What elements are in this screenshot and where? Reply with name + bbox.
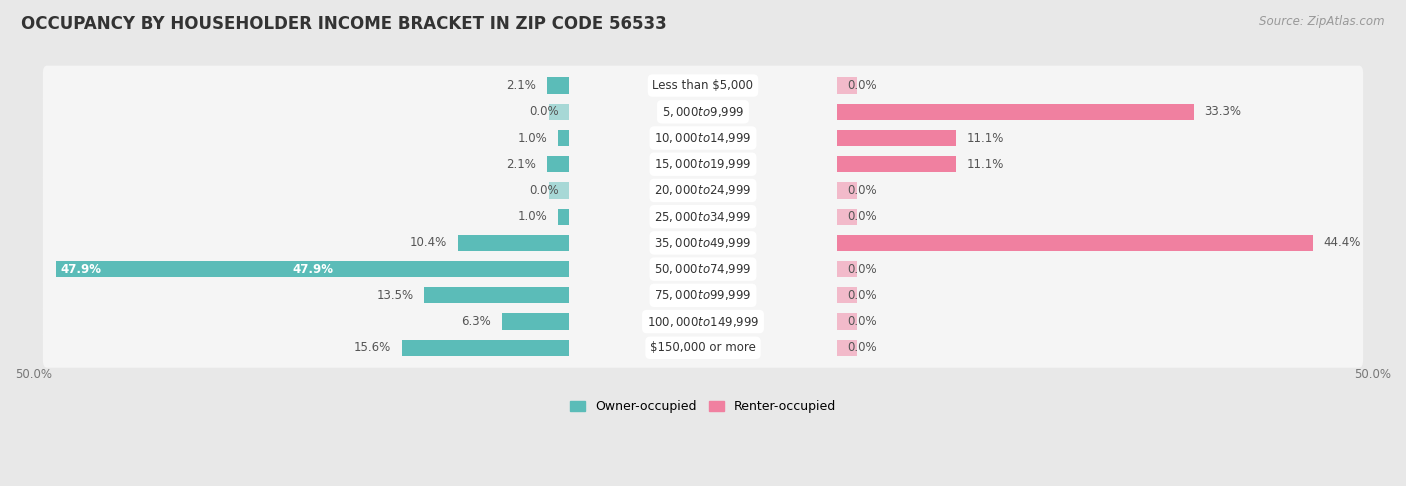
Text: 2.1%: 2.1% [506, 158, 536, 171]
Text: $5,000 to $9,999: $5,000 to $9,999 [662, 105, 744, 119]
Text: 0.0%: 0.0% [529, 105, 558, 118]
Text: $150,000 or more: $150,000 or more [650, 341, 756, 354]
Text: 33.3%: 33.3% [1205, 105, 1241, 118]
Bar [548, 182, 569, 199]
Bar [837, 77, 858, 94]
Text: $35,000 to $49,999: $35,000 to $49,999 [654, 236, 752, 250]
Text: $25,000 to $34,999: $25,000 to $34,999 [654, 209, 752, 224]
Bar [837, 208, 858, 225]
Bar [837, 104, 1194, 120]
Text: 11.1%: 11.1% [966, 132, 1004, 144]
Text: $50,000 to $74,999: $50,000 to $74,999 [654, 262, 752, 276]
Bar [837, 182, 858, 199]
Bar [837, 313, 858, 330]
Text: 0.0%: 0.0% [848, 210, 877, 223]
Bar [558, 208, 569, 225]
Text: 0.0%: 0.0% [848, 184, 877, 197]
Text: $20,000 to $24,999: $20,000 to $24,999 [654, 183, 752, 197]
Text: 0.0%: 0.0% [848, 289, 877, 302]
FancyBboxPatch shape [42, 66, 1364, 105]
FancyBboxPatch shape [42, 197, 1364, 237]
Text: 1.0%: 1.0% [517, 132, 548, 144]
FancyBboxPatch shape [42, 92, 1364, 132]
Text: 0.0%: 0.0% [848, 262, 877, 276]
Bar [425, 287, 569, 303]
FancyBboxPatch shape [42, 249, 1364, 289]
Text: 6.3%: 6.3% [461, 315, 491, 328]
Legend: Owner-occupied, Renter-occupied: Owner-occupied, Renter-occupied [565, 395, 841, 418]
Text: 1.0%: 1.0% [517, 210, 548, 223]
Bar [837, 287, 858, 303]
Text: $75,000 to $99,999: $75,000 to $99,999 [654, 288, 752, 302]
Bar [547, 156, 569, 173]
Bar [837, 235, 1313, 251]
Text: 10.4%: 10.4% [409, 236, 447, 249]
Text: 0.0%: 0.0% [848, 341, 877, 354]
Text: 2.1%: 2.1% [506, 79, 536, 92]
FancyBboxPatch shape [42, 171, 1364, 210]
FancyBboxPatch shape [42, 276, 1364, 315]
Bar [837, 261, 858, 277]
Bar [558, 130, 569, 146]
Text: 44.4%: 44.4% [1323, 236, 1361, 249]
Bar [837, 130, 956, 146]
Bar [402, 340, 569, 356]
Text: 0.0%: 0.0% [848, 79, 877, 92]
Text: 0.0%: 0.0% [848, 315, 877, 328]
Bar [548, 104, 569, 120]
Text: 15.6%: 15.6% [354, 341, 391, 354]
FancyBboxPatch shape [42, 302, 1364, 342]
FancyBboxPatch shape [42, 223, 1364, 263]
Text: 13.5%: 13.5% [377, 289, 413, 302]
Bar [837, 156, 956, 173]
FancyBboxPatch shape [42, 328, 1364, 368]
Bar [56, 261, 569, 277]
Text: OCCUPANCY BY HOUSEHOLDER INCOME BRACKET IN ZIP CODE 56533: OCCUPANCY BY HOUSEHOLDER INCOME BRACKET … [21, 15, 666, 33]
FancyBboxPatch shape [42, 144, 1364, 184]
FancyBboxPatch shape [42, 118, 1364, 158]
Text: $100,000 to $149,999: $100,000 to $149,999 [647, 314, 759, 329]
Text: 47.9%: 47.9% [60, 262, 101, 276]
Text: 11.1%: 11.1% [966, 158, 1004, 171]
Bar [547, 77, 569, 94]
Text: Less than $5,000: Less than $5,000 [652, 79, 754, 92]
Text: $15,000 to $19,999: $15,000 to $19,999 [654, 157, 752, 171]
Bar [837, 340, 858, 356]
Bar [502, 313, 569, 330]
Bar [458, 235, 569, 251]
Text: Source: ZipAtlas.com: Source: ZipAtlas.com [1260, 15, 1385, 28]
Text: $10,000 to $14,999: $10,000 to $14,999 [654, 131, 752, 145]
Text: 0.0%: 0.0% [529, 184, 558, 197]
Text: 47.9%: 47.9% [292, 262, 333, 276]
